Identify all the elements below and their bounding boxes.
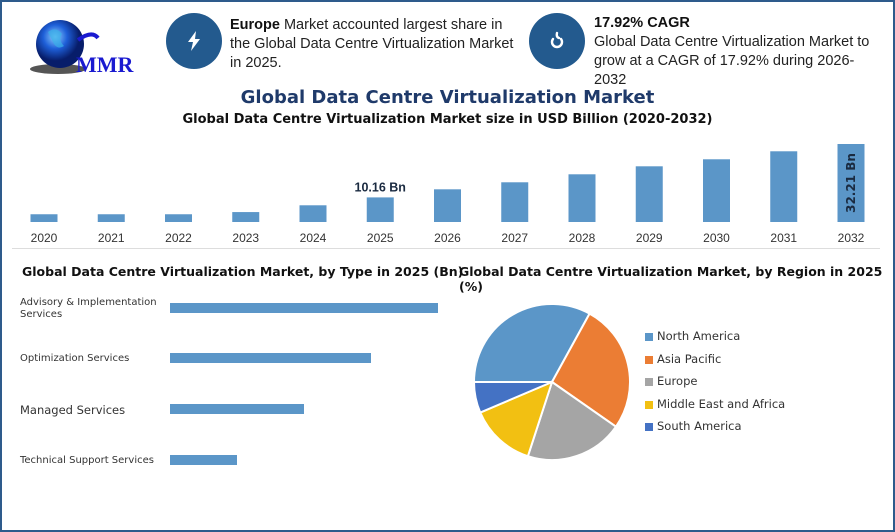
pie-slice-south-america: [472, 381, 553, 414]
svg-text:MMR: MMR: [76, 52, 135, 76]
region-pie-chart: [472, 303, 631, 461]
highlight-europe: Europe Market accounted largest share in…: [230, 17, 514, 71]
bar-2027: [501, 182, 529, 222]
bar-2023: [232, 212, 260, 222]
pie-slice-europe: [526, 380, 618, 461]
x-tick-label: 2029: [636, 231, 663, 245]
bar-2026: [434, 189, 461, 222]
legend-swatch: [645, 378, 653, 386]
type-label: Technical Support Services: [20, 455, 154, 466]
legend-swatch: [645, 333, 653, 341]
data-label: 32.21 Bn: [844, 153, 858, 213]
legend-swatch: [645, 400, 653, 409]
divider: [12, 248, 880, 249]
legend-label: Europe: [657, 374, 698, 388]
x-tick-label: 2023: [232, 231, 259, 245]
legend-swatch: [645, 423, 653, 431]
region-chart-title: Global Data Centre Virtualization Market…: [459, 264, 883, 294]
legend-label: North America: [657, 329, 741, 343]
x-tick-label: 2021: [98, 231, 125, 245]
type-bar: [170, 303, 438, 313]
legend-swatch: [645, 355, 653, 364]
legend-label: Asia Pacific: [657, 351, 722, 366]
x-tick-label: 2028: [569, 231, 596, 245]
x-tick-label: 2031: [770, 231, 797, 245]
bar-2022: [165, 214, 192, 222]
bar-2021: [97, 214, 125, 222]
highlight-cagr: 17.92% CAGR Global Data Centre Virtualiza…: [594, 15, 870, 88]
market-size-bar-chart: 2020 2021 2022 2023 2024 2025 10.16 Bn 2026 2027…: [30, 144, 865, 245]
lightning-icon: [166, 13, 222, 69]
x-tick-label: 2024: [300, 231, 327, 245]
legend-label: Middle East and Africa: [657, 396, 786, 411]
type-label: Optimization Services: [20, 353, 130, 364]
bar-2030: [703, 159, 730, 222]
x-tick-label: 2020: [31, 231, 58, 245]
x-tick-label: 2025: [367, 231, 394, 245]
type-chart-title: Global Data Centre Virtualization Market…: [22, 264, 464, 279]
legend-label: South America: [657, 419, 742, 433]
bar-2025: [366, 197, 394, 222]
bar-chart-title: Global Data Centre Virtualization Market…: [182, 112, 713, 127]
bar-2032: [837, 144, 865, 222]
bar-2024: [299, 205, 327, 222]
type-bar: [170, 455, 237, 465]
bar-2028: [568, 174, 596, 222]
bar-2020: [30, 214, 58, 222]
type-label: Managed Services: [20, 403, 126, 417]
page-title: Global Data Centre Virtualization Market: [240, 87, 655, 108]
pie-slice-north-america: [472, 303, 591, 383]
growth-drop-icon: [529, 13, 585, 69]
bar-2029: [635, 166, 663, 222]
type-label: Advisory & Implementation Services: [20, 297, 157, 320]
x-tick-label: 2022: [165, 231, 192, 245]
data-label: 10.16 Bn: [355, 180, 406, 194]
bar-2031: [770, 151, 798, 222]
mmr-logo: MMR: [28, 14, 138, 77]
x-tick-label: 2027: [501, 231, 528, 245]
pie-slice-middle-east-and-africa: [478, 380, 554, 458]
type-bar: [170, 353, 371, 363]
type-bar: [170, 404, 304, 414]
x-tick-label: 2030: [703, 231, 730, 245]
x-tick-label: 2026: [434, 231, 461, 245]
x-tick-label: 2032: [838, 231, 865, 245]
pie-slice-asia-pacific: [550, 312, 631, 429]
